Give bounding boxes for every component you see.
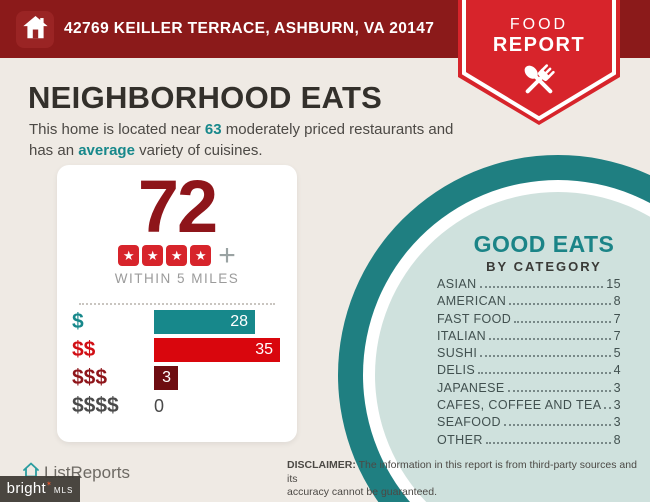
badge-line-report: REPORT: [492, 34, 586, 56]
dotted-divider: [79, 303, 275, 305]
brightmls-wordmark: bright: [6, 480, 46, 497]
dotted-leader: [503, 424, 611, 427]
dotted-leader: [514, 320, 611, 323]
category-label: CAFES, COFFEE AND TEA: [437, 398, 602, 413]
price-tier-value: 0: [154, 395, 165, 416]
price-tier-bar: 0: [154, 394, 297, 418]
category-label: JAPANESE: [437, 380, 505, 395]
price-tier-bar: 35: [154, 338, 280, 362]
star-icon: ★: [190, 245, 212, 266]
good-eats-heading: GOOD EATS BY CATEGORY: [433, 231, 650, 274]
price-tier-value: 35: [255, 341, 273, 358]
price-tier-label: $$$: [72, 366, 108, 389]
good-eats-subtitle: BY CATEGORY: [486, 259, 602, 274]
dotted-leader: [478, 372, 611, 375]
price-tier-row: $$$$ 0: [57, 394, 297, 418]
category-value: 7: [613, 311, 621, 326]
category-label: FAST FOOD: [437, 311, 512, 326]
category-label: ITALIAN: [437, 328, 487, 343]
category-row: ASIAN 15: [437, 278, 621, 291]
dotted-leader: [604, 407, 611, 410]
category-row: JAPANESE 3: [437, 380, 621, 395]
price-tier-label: $$: [72, 338, 96, 361]
price-tier-value: 28: [230, 313, 248, 330]
category-value: 3: [613, 415, 621, 430]
price-tier-bar-track: 35: [154, 338, 297, 362]
dotted-leader: [485, 441, 611, 444]
home-icon-chip: [16, 11, 54, 48]
category-row: AMERICAN 8: [437, 295, 621, 308]
price-tier-chart: $ 28 $$ 35 $$$ 3 $$$$ 0: [57, 310, 297, 422]
star-icon: ★: [118, 245, 140, 266]
price-tier-label: $$$$: [72, 394, 119, 417]
price-tier-row: $ 28: [57, 310, 297, 334]
food-score-card: 72 ★ ★ ★ ★ + WITHIN 5 MILES $ 28 $$ 35 $$$: [57, 165, 297, 442]
dotted-leader: [480, 355, 611, 358]
dotted-leader: [507, 389, 611, 392]
brightmls-watermark: bright ✶ MLS: [0, 476, 80, 502]
badge-line-food: FOOD: [509, 16, 569, 33]
food-report-badge: FOOD REPORT: [458, 0, 620, 126]
category-value: 5: [613, 346, 621, 361]
restaurant-count: 63: [204, 121, 222, 138]
price-tier-bar-track: 0: [154, 394, 297, 418]
category-value: 15: [606, 277, 621, 291]
price-tier-bar-track: 3: [154, 366, 297, 390]
category-row: SUSHI 5: [437, 347, 621, 360]
disclaimer-text-line2: accuracy cannot be guaranteed.: [287, 486, 438, 498]
dotted-leader: [479, 286, 604, 288]
radius-label: WITHIN 5 MILES: [114, 271, 240, 286]
good-eats-circle-ring: [338, 155, 650, 502]
category-label: AMERICAN: [437, 294, 507, 309]
description-text: This home is located near: [29, 121, 205, 138]
category-label: SUSHI: [437, 346, 478, 361]
category-value: 3: [613, 398, 621, 413]
disclaimer: DISCLAIMER: The information in this repo…: [287, 459, 647, 500]
category-row: DELIS 4: [437, 364, 621, 377]
variety-highlight: average: [78, 142, 135, 159]
category-value: 8: [613, 432, 621, 447]
category-row: FAST FOOD 7: [437, 311, 621, 326]
price-tier-bar-track: 28: [154, 310, 297, 334]
brightmls-mls-label: MLS: [53, 486, 74, 495]
price-tier-row: $$$ 3: [57, 366, 297, 390]
spoon-fork-icon: [519, 60, 559, 105]
plus-icon: +: [218, 239, 236, 272]
category-value: 4: [613, 363, 621, 378]
category-value: 8: [613, 294, 621, 309]
home-icon: [22, 14, 49, 46]
page-description: This home is located near 63 moderately …: [29, 121, 454, 159]
disclaimer-label: DISCLAIMER:: [287, 459, 356, 471]
brightmls-star-icon: ✶: [46, 481, 52, 488]
star-rating: ★ ★ ★ ★ +: [57, 239, 297, 272]
star-icons: ★ ★ ★ ★: [118, 245, 214, 266]
category-row: CAFES, COFFEE AND TEA 3: [437, 399, 621, 412]
category-label: SEAFOOD: [437, 415, 501, 430]
category-value: 3: [613, 380, 621, 395]
page-title: NEIGHBORHOOD EATS: [28, 80, 383, 115]
good-eats-title: GOOD EATS: [473, 231, 615, 257]
price-tier-value: 3: [162, 369, 171, 386]
category-row: SEAFOOD 3: [437, 416, 621, 429]
dotted-leader: [489, 337, 611, 340]
category-label: DELIS: [437, 363, 476, 378]
category-label: OTHER: [437, 432, 483, 447]
star-icon: ★: [166, 245, 188, 266]
price-tier-label: $: [72, 310, 84, 333]
dotted-leader: [509, 303, 611, 306]
category-value: 7: [613, 328, 621, 343]
category-label: ASIAN: [437, 277, 477, 291]
category-row: ITALIAN 7: [437, 328, 621, 343]
category-row: OTHER 8: [437, 432, 621, 447]
price-tier-bar: 28: [154, 310, 255, 334]
disclaimer-text-line1: The information in this report is from t…: [287, 459, 637, 485]
property-address: 42769 KEILLER TERRACE, ASHBURN, VA 20147: [64, 20, 435, 37]
good-eats-list: ASIAN 15 AMERICAN 8 FAST FOOD 7 ITALIAN 7 SU…: [437, 278, 621, 451]
food-score: 72: [137, 165, 218, 248]
price-tier-row: $$ 35: [57, 338, 297, 362]
star-icon: ★: [142, 245, 164, 266]
price-tier-bar: 3: [154, 366, 178, 390]
badge-shape: [458, 0, 620, 125]
